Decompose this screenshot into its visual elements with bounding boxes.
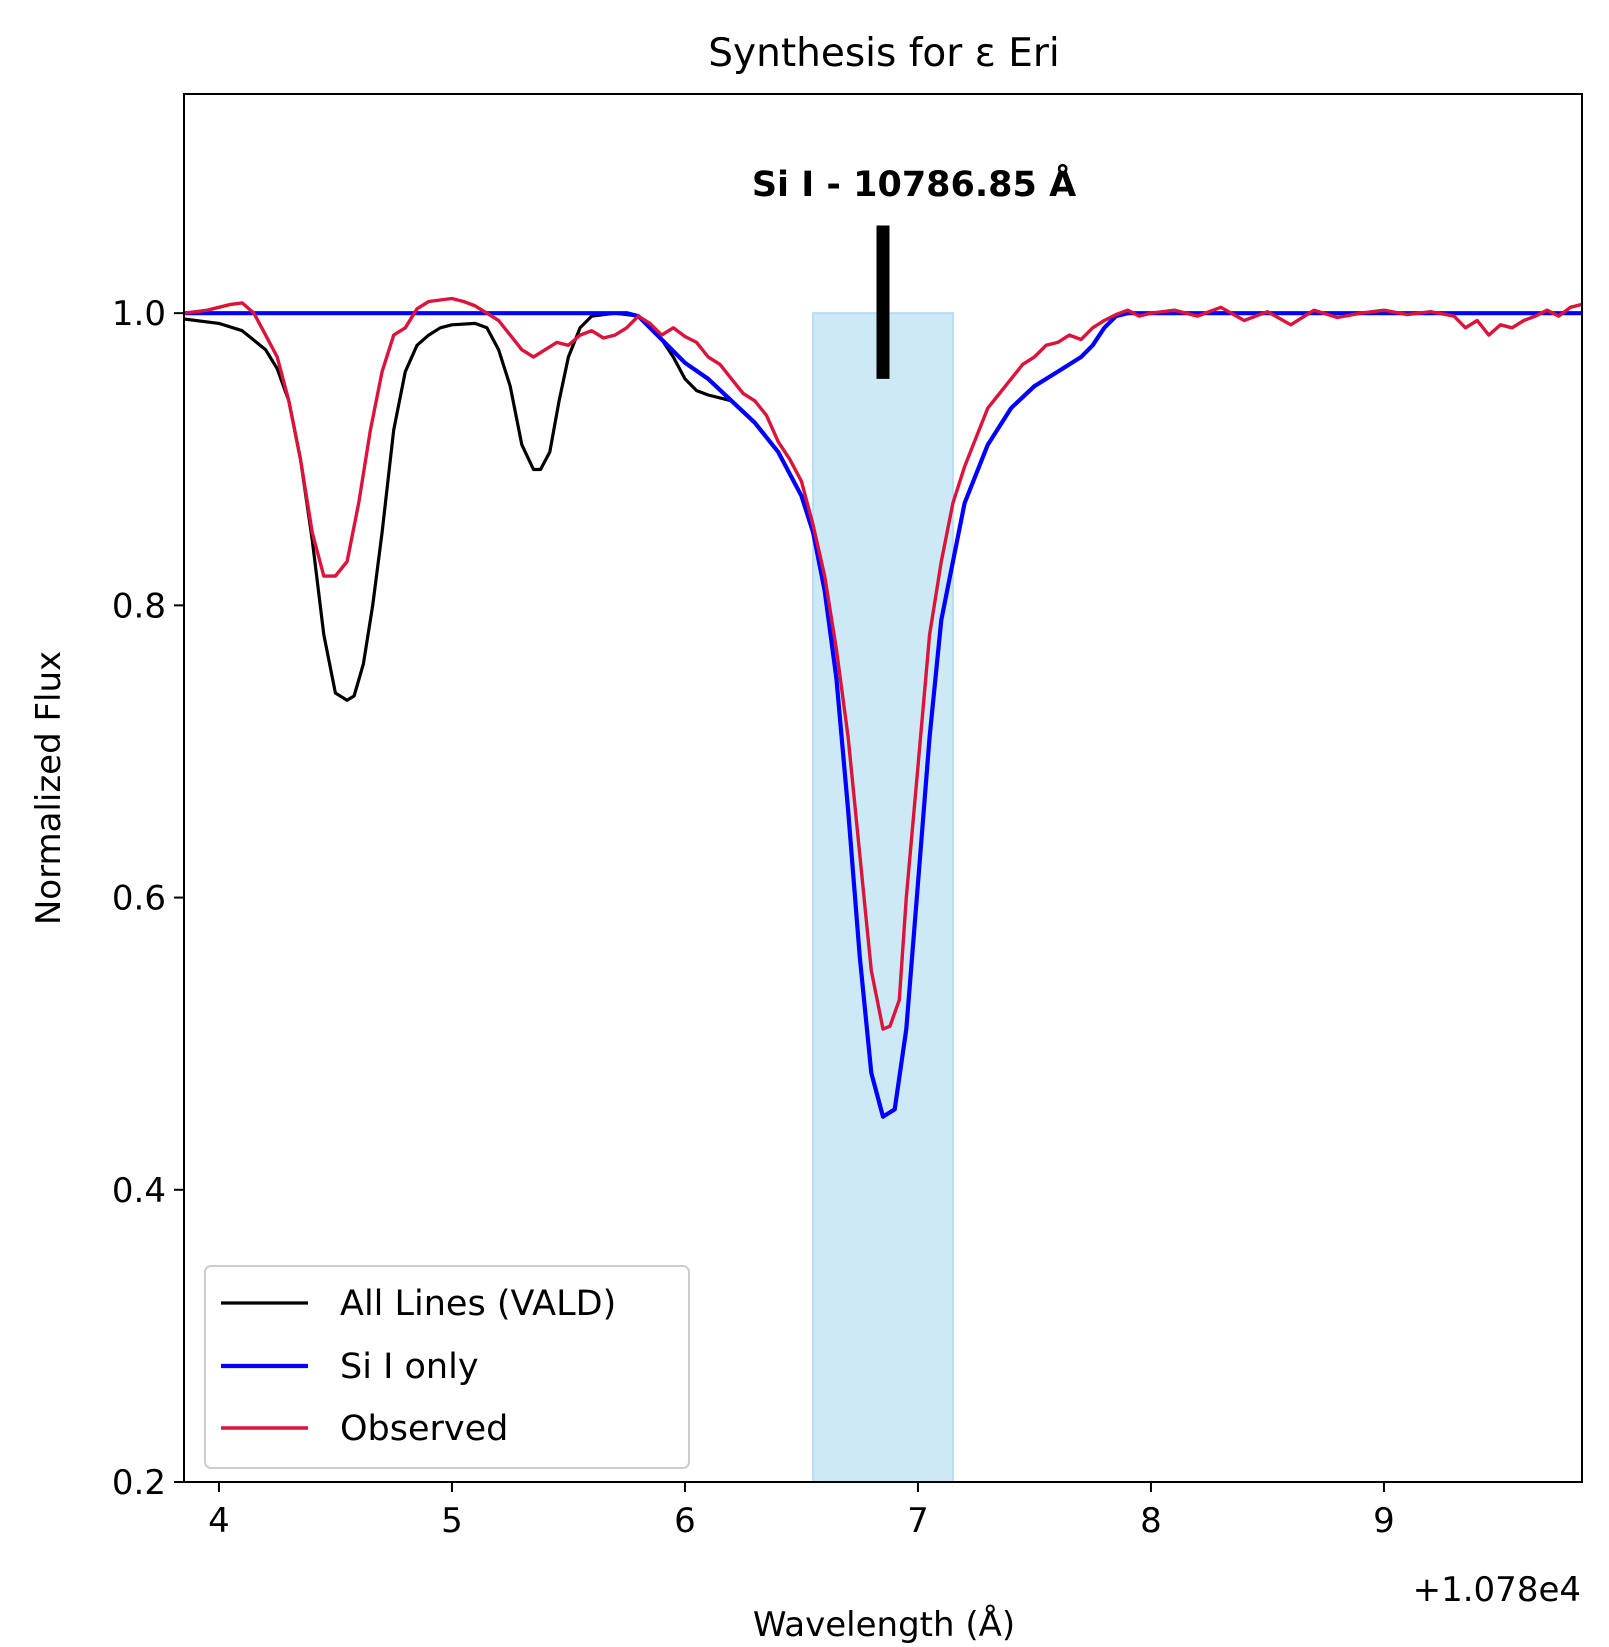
y-tick-label: 1.0 <box>112 294 166 334</box>
y-axis-label: Normalized Flux <box>29 651 69 925</box>
y-tick-label: 0.4 <box>112 1171 166 1211</box>
y-tick-label: 0.2 <box>112 1463 166 1503</box>
x-tick-label: 9 <box>1373 1501 1395 1541</box>
x-offset-label: +1.078e4 <box>1413 1570 1581 1610</box>
legend: All Lines (VALD) Si I only Observed <box>205 1266 689 1468</box>
legend-label-observed: Observed <box>340 1409 508 1449</box>
legend-label-si-i-only: Si I only <box>340 1347 479 1387</box>
highlight-band <box>813 313 953 1482</box>
x-axis-label: Wavelength (Å) <box>753 1604 1015 1645</box>
x-tick-label: 4 <box>208 1501 230 1541</box>
x-tick-label: 7 <box>907 1501 929 1541</box>
x-tick-label: 5 <box>441 1501 463 1541</box>
chart: Synthesis for ε Eri 4 5 6 7 8 9 0.2 0.4 0.6 0.8 1.… <box>0 0 1609 1647</box>
y-tick-label: 0.6 <box>112 879 166 919</box>
annotation-label: Si I - 10786.85 Å <box>752 163 1076 205</box>
chart-title: Synthesis for ε Eri <box>708 31 1059 76</box>
x-tick-label: 6 <box>674 1501 696 1541</box>
legend-label-all-lines-vald: All Lines (VALD) <box>340 1284 616 1324</box>
y-tick-label: 0.8 <box>112 586 166 626</box>
x-tick-label: 8 <box>1140 1501 1162 1541</box>
